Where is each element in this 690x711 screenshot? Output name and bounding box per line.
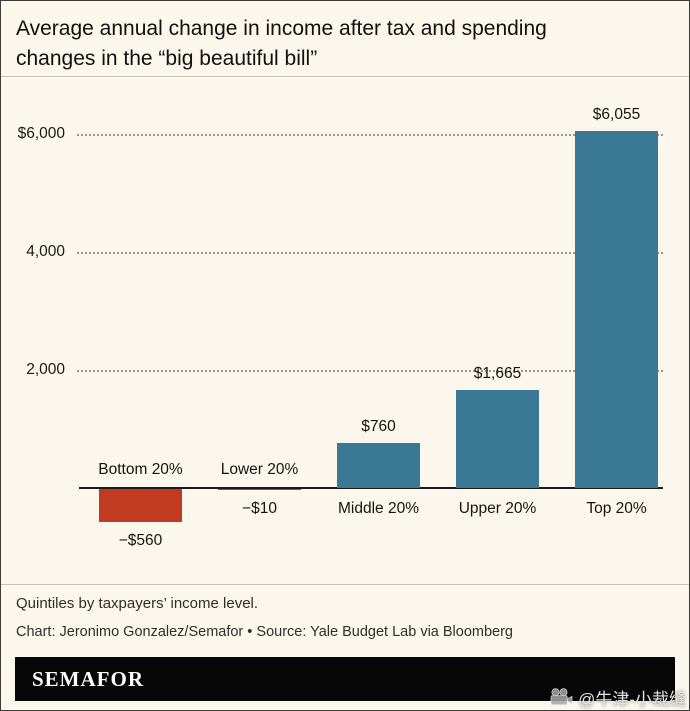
footer-divider (1, 584, 689, 585)
category-label-bottom-20: Bottom 20% (98, 461, 183, 478)
bar-middle-20 (337, 443, 420, 488)
semafor-wordmark: SEMAFOR (32, 666, 144, 691)
film-camera-icon (549, 688, 573, 706)
category-label-upper-20: Upper 20% (458, 500, 537, 517)
category-label-middle-20: Middle 20% (338, 500, 419, 517)
chart-title: Average annual change in income after ta… (1, 1, 689, 75)
y-axis-label: 2,000 (26, 361, 65, 378)
watermark: @牛津-小裁缝 (549, 684, 686, 710)
bar-chart: 2,000 4,000 $6,000 Bottom 20% −$560 Lower 20%… (1, 76, 689, 584)
category-label-top-20: Top 20% (586, 500, 647, 517)
x-axis-line (79, 487, 663, 489)
value-label-top-20: $6,055 (592, 105, 641, 123)
watermark-text: @牛津-小裁缝 (578, 689, 686, 709)
chart-title-line-1: Average annual change in income after ta… (16, 17, 547, 40)
value-label-bottom-20: −$560 (118, 532, 163, 550)
chart-note: Quintiles by taxpayers’ income level. (16, 595, 259, 612)
gridline-2000 (77, 370, 663, 372)
y-axis-label: $6,000 (17, 125, 65, 142)
chart-title-line-2: changes in the “big beautiful bill” (16, 47, 318, 71)
value-label-lower-20: −$10 (242, 500, 277, 517)
value-label-middle-20: $760 (361, 418, 396, 436)
bar-bottom-20 (99, 489, 182, 523)
value-label-upper-20: $1,665 (473, 364, 522, 382)
chart-credit: Chart: Jeronimo Gonzalez/Semafor • Sourc… (16, 624, 514, 640)
y-axis-label: 4,000 (26, 243, 65, 260)
category-label-lower-20: Lower 20% (220, 461, 299, 478)
title-divider (1, 76, 689, 77)
gridline-4000 (77, 252, 663, 254)
gridline-6000 (77, 134, 663, 136)
bar-upper-20 (456, 389, 539, 488)
bar-top-20 (575, 130, 658, 488)
bar-lower-20 (218, 489, 301, 490)
